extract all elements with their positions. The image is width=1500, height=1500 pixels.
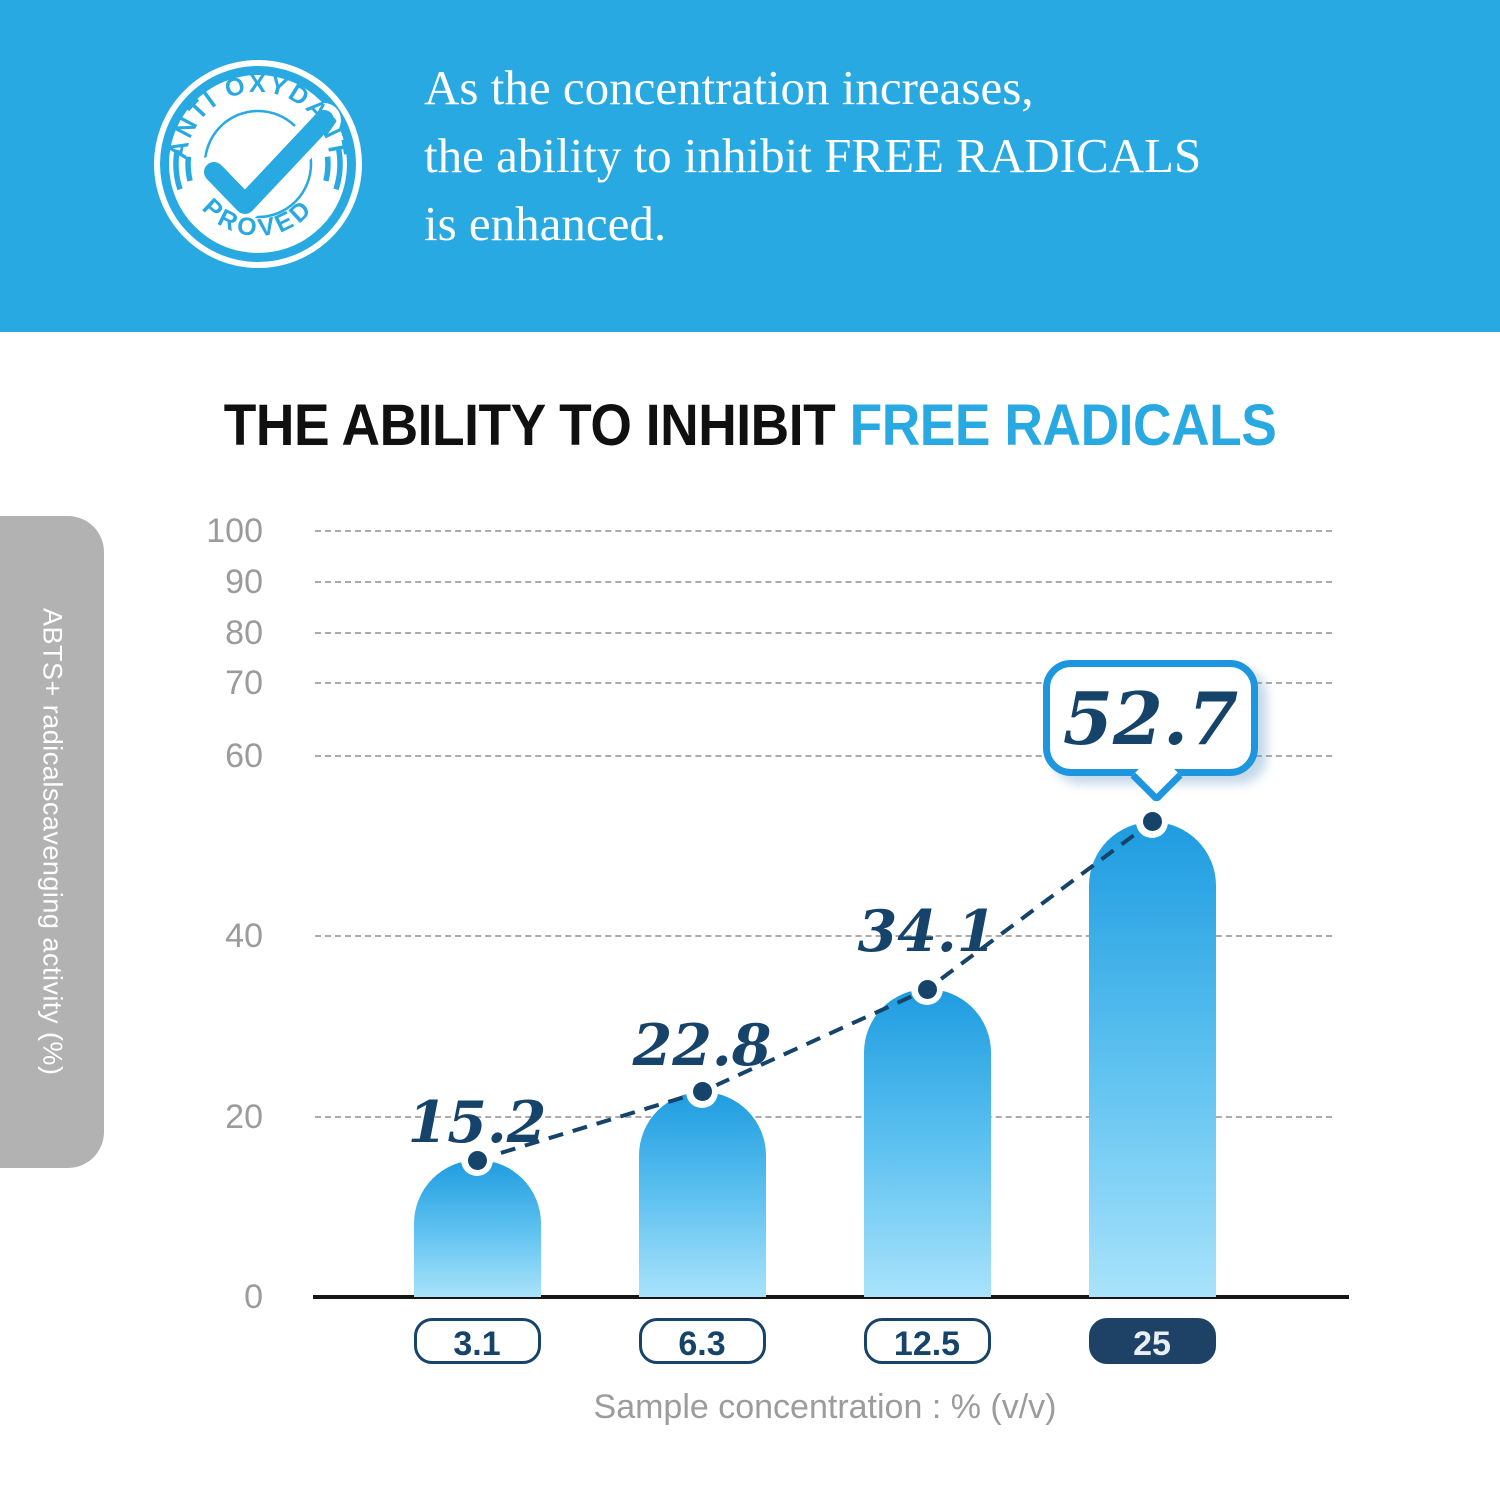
- bar-12.5: [863, 989, 991, 1297]
- x-axis-label: Sample concentration : % (v/v): [593, 1388, 1057, 1426]
- banner: ANTI OXYDANT PROVED As the concentration…: [0, 0, 1500, 332]
- chart-title-prefix: THE ABILITY TO INHIBIT: [223, 393, 850, 458]
- data-point-12.5: [917, 979, 937, 999]
- y-tick-90: 90: [225, 563, 263, 601]
- category-box-6.3: 6.3: [638, 1318, 766, 1364]
- banner-line-2: the ability to inhibit FREE RADICALS: [424, 128, 1202, 183]
- banner-text: As the concentration increases, the abil…: [424, 54, 1201, 258]
- y-tick-0: 0: [244, 1278, 263, 1316]
- y-axis-label: ABTS+ radicalscavenging activity (%): [37, 608, 68, 1076]
- callout-value: 52.7: [1062, 675, 1239, 761]
- category-box-25: 25: [1088, 1318, 1216, 1364]
- x-axis-line: [313, 1295, 1349, 1299]
- gridline-100: [315, 529, 1332, 532]
- badge-outer-ring: [154, 60, 362, 268]
- bar-25: [1088, 821, 1216, 1297]
- data-point-25: [1142, 812, 1162, 832]
- bar-6.3: [638, 1091, 766, 1297]
- y-tick-40: 40: [225, 917, 263, 955]
- antioxidant-badge: ANTI OXYDANT PROVED: [154, 60, 362, 268]
- y-tick-80: 80: [225, 614, 263, 652]
- gridline-80: [315, 631, 1332, 634]
- banner-line-3: is enhanced.: [424, 196, 667, 251]
- y-axis-label-pill: ABTS+ radicalscavenging activity (%): [0, 516, 104, 1168]
- gridline-60: [315, 754, 1332, 757]
- gridline-70: [315, 681, 1332, 684]
- chart-title: THE ABILITY TO INHIBIT FREE RADICALS: [0, 392, 1500, 459]
- data-point-3.1: [467, 1150, 487, 1170]
- gridline-20: [315, 1115, 1332, 1118]
- data-point-6.3: [692, 1082, 712, 1102]
- gridline-40: [315, 934, 1332, 937]
- trend-line: [476, 820, 1154, 1163]
- category-box-3.1: 3.1: [413, 1318, 541, 1364]
- value-callout: 52.7: [1043, 660, 1258, 804]
- bar-3.1: [413, 1160, 541, 1297]
- value-label-6.3: 22.8: [632, 1011, 772, 1079]
- check-icon: [204, 110, 334, 214]
- banner-line-1: As the concentration increases,: [424, 60, 1034, 115]
- y-tick-100: 100: [206, 512, 263, 550]
- chart-title-highlight: FREE RADICALS: [849, 393, 1277, 458]
- value-label-3.1: 15.2: [407, 1089, 547, 1157]
- value-label-12.5: 34.1: [857, 898, 997, 966]
- badge-side-dashes: [173, 149, 343, 191]
- y-tick-70: 70: [225, 664, 263, 702]
- gridline-90: [315, 580, 1332, 583]
- y-tick-60: 60: [225, 737, 263, 775]
- category-box-12.5: 12.5: [863, 1318, 991, 1364]
- y-tick-20: 20: [225, 1098, 263, 1136]
